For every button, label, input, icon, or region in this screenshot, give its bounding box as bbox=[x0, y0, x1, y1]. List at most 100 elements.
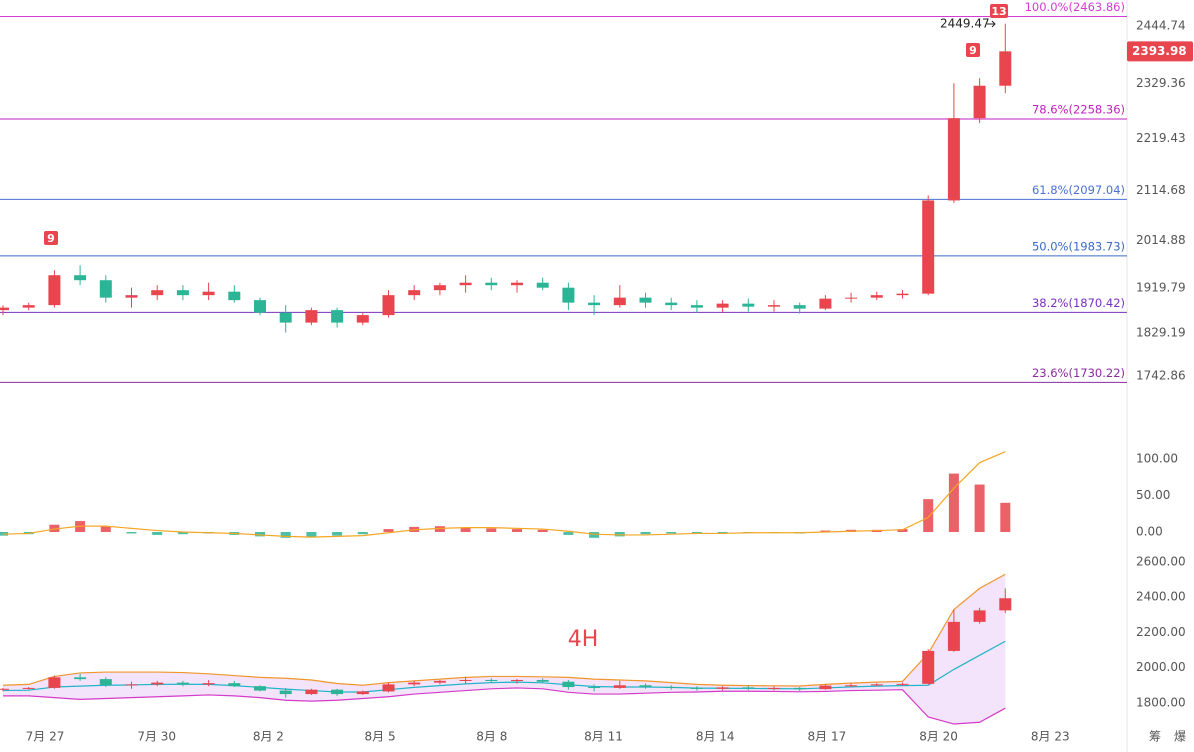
mini-candle-body bbox=[819, 685, 832, 690]
candle-body bbox=[125, 295, 138, 298]
x-tick-label: 8月 23 bbox=[1031, 730, 1070, 744]
candle-body bbox=[896, 293, 909, 296]
candle-body bbox=[99, 280, 112, 298]
timeframe-label: 4H bbox=[568, 627, 599, 652]
histogram-bar bbox=[537, 529, 548, 533]
candle-body bbox=[742, 303, 755, 307]
mini-candle-body bbox=[511, 679, 523, 681]
mini-candle-body bbox=[125, 684, 138, 686]
high-annotation: 2449.47 bbox=[940, 17, 990, 31]
x-tick-label: 7月 30 bbox=[137, 730, 176, 744]
candle-body bbox=[870, 295, 883, 298]
y-tick-label: 2329.36 bbox=[1136, 76, 1186, 90]
mini-candle-body bbox=[331, 689, 344, 695]
histogram-bar bbox=[974, 484, 985, 533]
candle-body bbox=[176, 290, 189, 296]
footer-item[interactable]: 爆 bbox=[1174, 730, 1186, 744]
mini-candle-body bbox=[408, 682, 421, 685]
mini-candle-body bbox=[202, 683, 215, 685]
y-tick-label: 2000.00 bbox=[1136, 660, 1186, 674]
fib-label: 50.0%(1983.73) bbox=[1032, 239, 1125, 253]
candle-body bbox=[459, 282, 472, 286]
candle-body bbox=[74, 275, 87, 281]
x-tick-label: 8月 14 bbox=[696, 730, 735, 744]
histogram-bar bbox=[512, 529, 522, 533]
mini-candle-body bbox=[870, 684, 883, 686]
histogram-bar bbox=[1000, 502, 1011, 533]
fib-label: 61.8%(2097.04) bbox=[1032, 183, 1125, 197]
mini-candle-body bbox=[896, 683, 909, 685]
candle-body bbox=[845, 297, 858, 299]
marker-box bbox=[44, 231, 58, 245]
histogram-bar bbox=[383, 529, 394, 533]
candle-body bbox=[228, 291, 241, 301]
histogram-bar bbox=[100, 526, 111, 533]
histogram-bar bbox=[332, 532, 343, 536]
mini-candle-body bbox=[947, 621, 960, 651]
histogram-bar bbox=[49, 524, 60, 533]
histogram-bar bbox=[434, 526, 445, 533]
histogram-bar bbox=[897, 529, 908, 533]
mini-candle-body bbox=[228, 683, 241, 687]
candle-body bbox=[511, 282, 523, 286]
candle-body bbox=[254, 300, 266, 313]
mini-candle-body bbox=[382, 684, 395, 692]
fib-label: 23.6%(1730.22) bbox=[1032, 366, 1125, 380]
candle-body bbox=[819, 298, 832, 309]
candle-body bbox=[202, 291, 215, 296]
histogram-bar bbox=[820, 530, 831, 533]
histogram-bar bbox=[614, 532, 625, 537]
x-tick-label: 8月 5 bbox=[365, 730, 396, 744]
candle-body bbox=[665, 302, 678, 306]
mini-candle-body bbox=[74, 677, 87, 680]
candle-body bbox=[588, 302, 601, 306]
y-tick-label: 50.00 bbox=[1136, 488, 1170, 502]
y-tick-label: 100.00 bbox=[1136, 451, 1178, 465]
histogram-bar bbox=[923, 499, 934, 533]
histogram-bar bbox=[691, 532, 702, 534]
candle-body bbox=[22, 305, 35, 308]
y-tick-label: 0.00 bbox=[1136, 525, 1163, 539]
histogram-bar bbox=[460, 527, 471, 533]
mini-candle-body bbox=[176, 682, 189, 685]
marker-box bbox=[966, 43, 980, 57]
mini-candle-body bbox=[48, 677, 61, 688]
y-tick-label: 2400.00 bbox=[1136, 590, 1186, 604]
y-tick-label: 2444.74 bbox=[1136, 19, 1186, 33]
candle-body bbox=[536, 282, 549, 288]
band-upper bbox=[2, 573, 1006, 687]
histogram-bar bbox=[357, 532, 368, 535]
candle-body bbox=[690, 305, 703, 308]
mini-candle-body bbox=[588, 687, 601, 689]
mini-candle-body bbox=[433, 680, 446, 683]
mini-candle-body bbox=[922, 650, 935, 684]
x-tick-label: 8月 11 bbox=[584, 730, 623, 744]
candle-body bbox=[613, 297, 626, 306]
candle-body bbox=[433, 285, 446, 291]
mini-candle-body bbox=[305, 689, 318, 695]
fib-label: 78.6%(2258.36) bbox=[1032, 102, 1125, 116]
y-tick-label: 1742.86 bbox=[1136, 369, 1186, 383]
band-fill bbox=[3, 574, 1006, 725]
footer-item[interactable]: 筹 bbox=[1149, 730, 1161, 744]
y-tick-label: 1829.19 bbox=[1136, 325, 1186, 339]
mini-candle-body bbox=[22, 687, 35, 689]
mini-candle-body bbox=[459, 679, 472, 681]
x-tick-label: 8月 20 bbox=[919, 730, 958, 744]
candle-body bbox=[0, 307, 9, 311]
x-tick-label: 8月 2 bbox=[253, 730, 284, 744]
histogram-bar bbox=[255, 532, 265, 537]
candle-body bbox=[331, 310, 344, 323]
candle-body bbox=[408, 290, 421, 296]
last-price: 2393.98 bbox=[1132, 44, 1187, 58]
candle-body bbox=[382, 295, 395, 316]
y-tick-label: 2219.43 bbox=[1136, 131, 1186, 145]
candle-body bbox=[973, 85, 986, 119]
y-tick-label: 1800.00 bbox=[1136, 695, 1186, 709]
candle-body bbox=[999, 51, 1012, 86]
mini-candle-body bbox=[768, 687, 780, 689]
mini-candle-body bbox=[690, 687, 703, 689]
high-arrow bbox=[987, 20, 996, 28]
